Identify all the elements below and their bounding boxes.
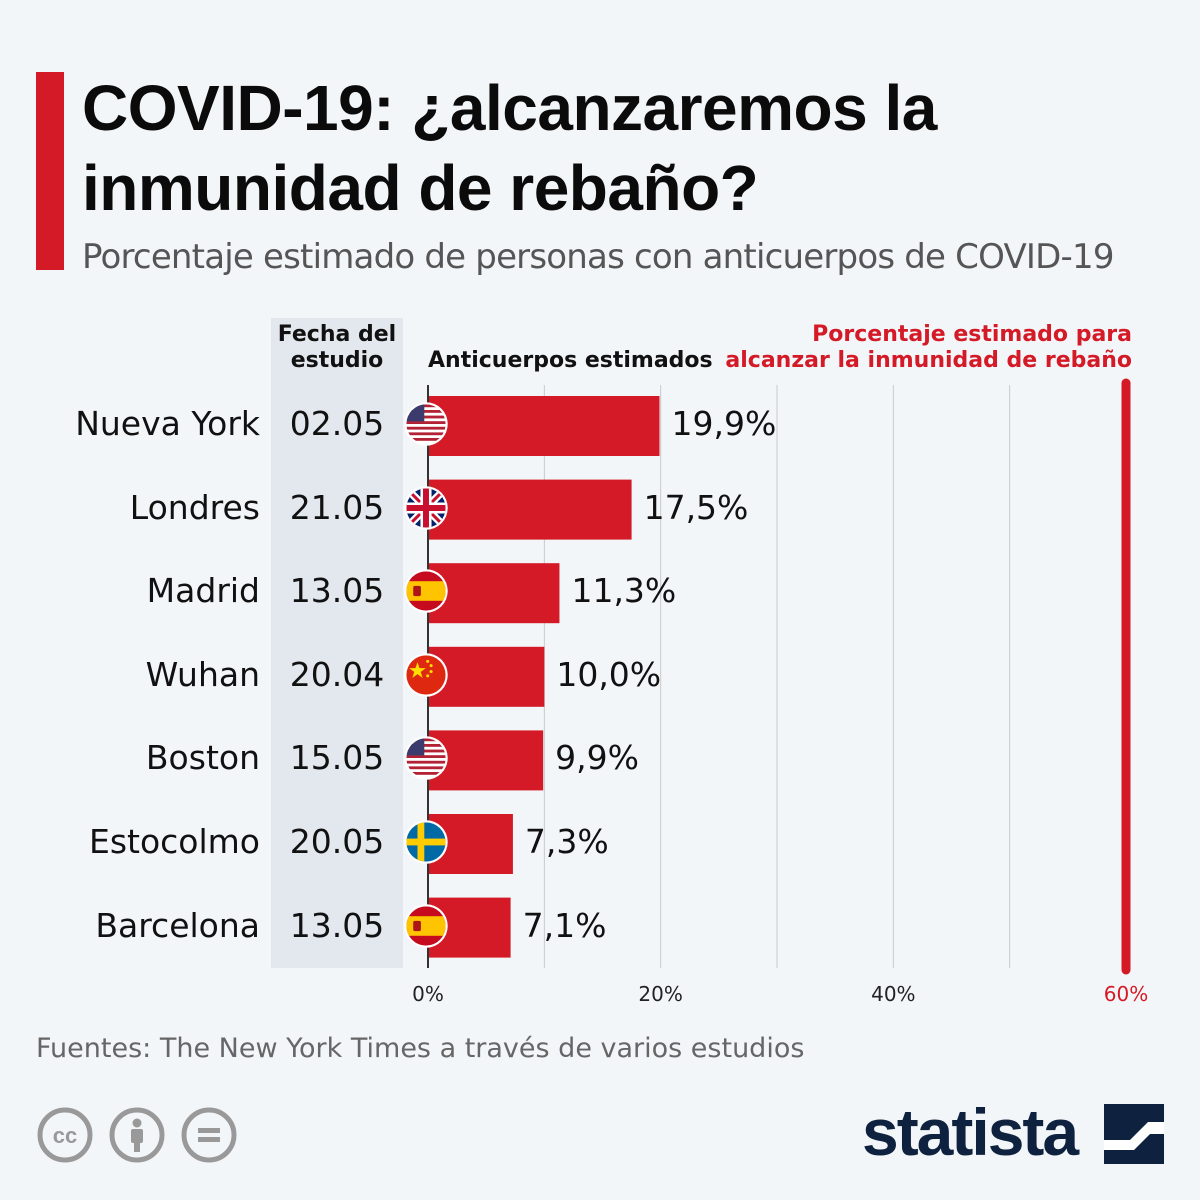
bar-londres xyxy=(428,479,632,540)
uk-flag-icon xyxy=(404,485,448,530)
x-tick-40: 40% xyxy=(871,982,916,1006)
statista-logo-icon xyxy=(1104,1104,1164,1164)
date-header-line1: Fecha del xyxy=(277,322,397,347)
x-tick-60: 60% xyxy=(1103,982,1149,1006)
svg-text:cc: cc xyxy=(53,1123,77,1148)
statista-logo[interactable]: statista xyxy=(862,1092,1172,1172)
date-column-header: Fecha del estudio xyxy=(271,322,403,374)
us-flag-icon xyxy=(404,736,448,781)
antibodies-header: Anticuerpos estimados xyxy=(428,348,713,373)
china-flag-icon xyxy=(404,653,448,697)
spain-flag-icon xyxy=(404,569,448,613)
source-note: Fuentes: The New York Times a través de … xyxy=(36,1033,805,1064)
city-label-estocolmo: Estocolmo xyxy=(88,822,260,861)
value-label-madrid: 11,3% xyxy=(571,571,677,611)
herd-header-line1: Porcentaje estimado para xyxy=(812,322,1132,347)
date-header-line2: estudio xyxy=(290,348,384,373)
bar-nueva-york xyxy=(428,396,660,456)
city-label-barcelona: Barcelona xyxy=(95,905,260,945)
date-label-barcelona: 13.05 xyxy=(289,905,385,945)
city-label-wuhan: Wuhan xyxy=(145,654,260,694)
date-label-boston: 15.05 xyxy=(289,738,385,778)
x-tick-20: 20% xyxy=(638,982,683,1006)
value-label-estocolmo: 7,3% xyxy=(524,822,609,861)
city-label-londres: Londres xyxy=(129,487,260,527)
attribution-icon[interactable] xyxy=(108,1106,166,1164)
title-accent-bar xyxy=(36,72,64,270)
herd-immunity-header: Porcentaje estimado para alcanzar la inm… xyxy=(700,322,1132,374)
city-label-nueva-york: Nueva York xyxy=(75,404,260,443)
chart-subtitle: Porcentaje estimado de personas con anti… xyxy=(82,237,1114,277)
us-flag-icon xyxy=(404,402,448,446)
x-tick-0: 0% xyxy=(412,982,444,1006)
value-label-londres: 17,5% xyxy=(643,487,749,527)
sweden-flag-icon xyxy=(404,820,448,864)
date-label-nueva-york: 02.05 xyxy=(289,404,385,443)
value-label-wuhan: 10,0% xyxy=(556,654,662,694)
date-label-estocolmo: 20.05 xyxy=(289,822,385,861)
value-label-barcelona: 7,1% xyxy=(522,905,607,945)
date-label-wuhan: 20.04 xyxy=(289,654,385,694)
date-label-londres: 21.05 xyxy=(289,487,385,527)
city-label-madrid: Madrid xyxy=(146,571,260,611)
city-label-boston: Boston xyxy=(145,738,260,778)
chart-title: COVID-19: ¿alcanzaremos la inmunidad de … xyxy=(82,72,937,224)
value-label-boston: 9,9% xyxy=(555,738,639,778)
date-label-madrid: 13.05 xyxy=(289,571,385,611)
date-column-panel xyxy=(271,318,403,968)
no-derivatives-icon[interactable] xyxy=(180,1106,238,1164)
herd-header-line2: alcanzar la inmunidad de rebaño xyxy=(725,348,1132,373)
statista-wordmark: statista xyxy=(862,1095,1079,1169)
creative-commons-icon[interactable]: cc xyxy=(36,1106,94,1164)
value-label-nueva-york: 19,9% xyxy=(671,404,777,443)
spain-flag-icon xyxy=(404,903,448,948)
